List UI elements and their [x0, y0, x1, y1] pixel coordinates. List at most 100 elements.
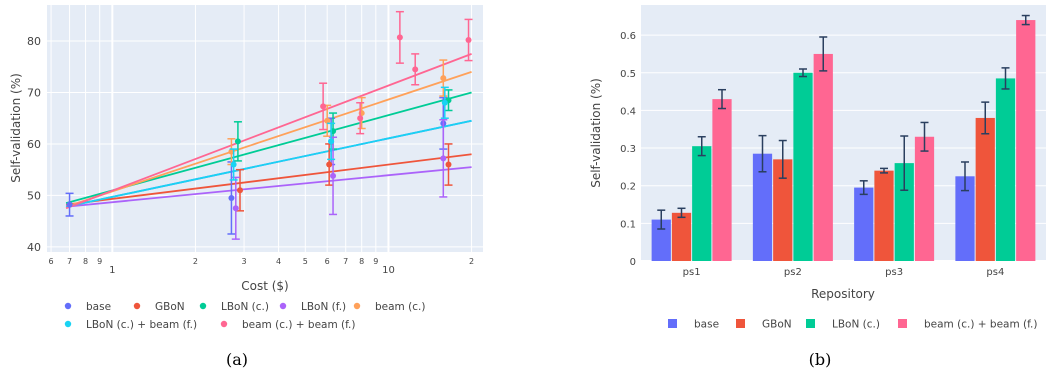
chart-b-bar: [712, 99, 732, 261]
chart-b-y-tick-label: 0.4: [620, 106, 636, 117]
chart-a-legend-marker: [64, 302, 72, 310]
chart-a-x-tick-label: 6: [49, 257, 54, 266]
chart-b-bar: [813, 53, 833, 261]
chart-a-fit-line: [65, 119, 472, 208]
chart-b-caption: (b): [809, 350, 832, 369]
chart-a-point: [230, 161, 237, 168]
chart-b-y-tick-labels: 0 0.1 0.2 0.3 0.4 0.5 0.6: [620, 31, 636, 268]
chart-a-points: [65, 10, 473, 240]
chart-a-y-tick-label: 50: [27, 189, 41, 202]
chart-a-fit-lines: [65, 53, 472, 210]
chart-a-point: [396, 34, 403, 41]
chart-a-point: [330, 172, 337, 179]
chart-a-legend-marker: [353, 302, 361, 310]
chart-b-legend-label: GBoN: [762, 319, 792, 331]
chart-b-legend-label: LBoN (c.): [832, 319, 880, 331]
chart-b-legend-label: beam (c.) + beam (f.): [924, 319, 1038, 331]
chart-a-legend-label: LBoN (f.): [301, 301, 346, 313]
chart-b-bar: [793, 72, 813, 261]
chart-a-x-tick-label: 7: [343, 257, 348, 266]
chart-a-point: [445, 161, 452, 168]
chart-a-legend-marker: [133, 302, 141, 310]
chart-b-bar: [995, 78, 1016, 261]
chart-a-caption: (a): [226, 350, 248, 369]
chart-a-point: [328, 138, 335, 145]
chart-a-x-tick-label: 1: [109, 265, 115, 276]
chart-b: ps1 ps2 ps3 ps4 0 0.1 0.2 0.3 0.4 0.5 0.6 Reposit…: [589, 5, 1046, 369]
chart-a-legend-label: LBoN (c.) + beam (f.): [86, 319, 197, 331]
chart-b-bar: [914, 136, 935, 261]
chart-a-x-tick-label: 6: [325, 257, 330, 266]
chart-b-y-tick-label: 0.5: [620, 69, 636, 80]
chart-a-point: [412, 66, 419, 73]
chart-a-y-tick-label: 40: [27, 241, 41, 254]
chart-b-y-tick-label: 0.6: [620, 31, 636, 42]
chart-a-point: [441, 99, 448, 106]
chart-a-legend-label: beam (c.): [375, 301, 425, 313]
chart-b-bar: [651, 219, 671, 261]
chart-a-point: [232, 205, 239, 212]
chart-a-legend[interactable]: base GBoN LBoN (c.) LBoN (f.) beam (c.) LBoN …: [64, 301, 426, 331]
chart-a-x-tick-label: 2: [469, 257, 474, 266]
chart-a-x-tick-label: 9: [373, 257, 378, 266]
chart-b-x-tick-label: ps2: [784, 267, 802, 278]
chart-a-point: [440, 75, 447, 82]
chart-a-legend-label: GBoN: [155, 301, 185, 313]
chart-a-y-tick-label: 60: [27, 138, 41, 151]
chart-a-y-tick-label: 70: [27, 86, 41, 99]
chart-b-legend-swatch: [806, 319, 815, 328]
chart-a-y-tick-label: 80: [27, 35, 41, 48]
chart-a-point: [440, 155, 447, 162]
chart-b-error-bars: [657, 14, 1030, 230]
chart-a-point: [324, 117, 331, 124]
chart-b-legend-swatch: [898, 319, 907, 328]
chart-b-bars: [651, 20, 1036, 261]
chart-a-x-tick-label: 10: [382, 265, 395, 276]
chart-a-legend-marker: [199, 302, 207, 310]
chart-b-x-tick-labels: ps1 ps2 ps3 ps4: [683, 267, 1005, 278]
chart-b-legend[interactable]: base GBoN LBoN (c.) beam (c.) + beam (f.): [668, 319, 1038, 331]
chart-b-bar: [975, 117, 995, 261]
chart-a-point: [320, 103, 327, 110]
chart-b-y-tick-label: 0.1: [620, 219, 636, 230]
chart-a-x-tick-label: 5: [303, 257, 308, 266]
chart-b-legend-swatch: [668, 319, 677, 328]
chart-a-x-axis-title: Cost ($): [241, 279, 289, 293]
chart-a-fit-line: [65, 153, 472, 206]
chart-a-x-tick-label: 8: [359, 257, 364, 266]
chart-b-bar: [752, 153, 773, 261]
chart-a-fit-line: [65, 71, 472, 208]
chart-b-bar: [692, 146, 712, 261]
chart-a-x-tick-label: 7: [67, 257, 72, 266]
chart-b-legend-label: base: [694, 319, 719, 331]
chart-b-y-tick-label: 0.3: [620, 144, 636, 155]
chart-b-y-axis-title: Self-validation (%): [589, 78, 603, 188]
chart-b-x-tick-label: ps4: [986, 267, 1004, 278]
chart-a-y-axis-title: Self-validation (%): [9, 73, 23, 183]
chart-a-x-tick-label: 9: [97, 257, 102, 266]
chart-a-legend-marker: [64, 320, 72, 328]
chart-b-bar: [955, 176, 975, 261]
chart-a-legend-marker: [279, 302, 287, 310]
chart-a-point: [237, 187, 244, 194]
chart-a-x-tick-label: 8: [83, 257, 88, 266]
chart-b-y-tick-label: 0.2: [620, 182, 636, 193]
chart-a-point: [465, 36, 472, 43]
chart-a-legend-label: base: [86, 301, 111, 313]
chart-b-bar: [671, 212, 692, 261]
chart-a-point: [357, 115, 364, 122]
chart-b-bar: [894, 163, 914, 261]
chart-a-legend-label: LBoN (c.): [221, 301, 269, 313]
chart-a-x-tick-label: 2: [193, 257, 198, 266]
chart-b-x-tick-label: ps1: [683, 267, 701, 278]
chart-b-bar: [874, 170, 894, 261]
chart-a-y-tick-labels: 40 50 60 70 80: [27, 35, 41, 254]
chart-b-y-tick-label: 0: [630, 257, 636, 268]
chart-b-x-axis-title: Repository: [811, 287, 875, 301]
chart-a-legend-label: beam (c.) + beam (f.): [242, 319, 356, 331]
chart-a-point: [234, 138, 241, 145]
chart-b-bar: [854, 187, 874, 261]
chart-a-x-tick-label: 3: [242, 257, 247, 266]
